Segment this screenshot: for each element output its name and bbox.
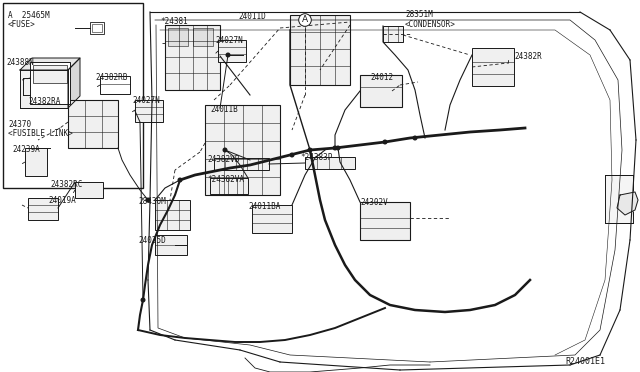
Text: 24027N: 24027N (215, 36, 243, 45)
Bar (360, 202, 410, 240)
Bar (25, 148, 47, 176)
Bar (218, 40, 246, 62)
Bar (472, 48, 514, 86)
Circle shape (336, 146, 340, 150)
Bar (33, 65, 67, 83)
Bar (155, 200, 190, 230)
Bar (605, 175, 633, 223)
Bar (360, 75, 402, 107)
Text: *24383P: *24383P (300, 153, 332, 162)
Circle shape (383, 140, 387, 144)
Text: 24019A: 24019A (48, 196, 76, 205)
Polygon shape (20, 58, 80, 70)
Bar (214, 158, 269, 170)
Bar (168, 28, 188, 46)
Bar (193, 28, 213, 46)
Bar (205, 105, 280, 195)
Text: 24388N: 24388N (6, 58, 34, 67)
Bar (75, 182, 103, 198)
Text: 28351M: 28351M (405, 10, 433, 19)
Bar (305, 157, 355, 169)
Circle shape (290, 153, 294, 157)
Text: 24011B: 24011B (210, 105, 237, 114)
Circle shape (333, 146, 337, 150)
Polygon shape (617, 192, 638, 215)
Circle shape (141, 298, 145, 302)
Text: *24382VA: *24382VA (207, 175, 244, 184)
Bar (28, 198, 58, 220)
Bar (100, 76, 130, 94)
Bar (165, 25, 220, 90)
Text: R24001E1: R24001E1 (565, 357, 605, 366)
Text: 24382R: 24382R (514, 52, 541, 61)
Text: 24027N: 24027N (132, 96, 160, 105)
Circle shape (146, 198, 150, 202)
Circle shape (413, 136, 417, 140)
Text: 24239A: 24239A (12, 145, 40, 154)
Bar (92, 24, 102, 32)
Bar (252, 205, 292, 233)
Text: <CONDENSOR>: <CONDENSOR> (405, 20, 456, 29)
Text: 24382RA: 24382RA (28, 97, 60, 106)
Text: <FUSIBLE LINK>: <FUSIBLE LINK> (8, 129, 73, 138)
Bar (290, 15, 350, 85)
Text: 24012: 24012 (370, 73, 393, 82)
Bar (135, 100, 163, 122)
Circle shape (178, 178, 182, 182)
Bar (383, 26, 403, 42)
Text: 28430M: 28430M (138, 197, 166, 206)
Polygon shape (68, 58, 80, 108)
Text: A: A (302, 16, 308, 25)
Circle shape (226, 53, 230, 57)
Text: A  25465M: A 25465M (8, 11, 50, 20)
Text: 24382RC: 24382RC (50, 180, 83, 189)
Text: 24382RB: 24382RB (95, 73, 127, 82)
Text: 24302V: 24302V (360, 198, 388, 207)
Bar (210, 178, 248, 194)
Bar (90, 22, 104, 34)
Text: *24381: *24381 (160, 17, 188, 26)
Text: 24011BA: 24011BA (248, 202, 280, 211)
Bar (3, 3, 143, 188)
Circle shape (223, 148, 227, 152)
Bar (68, 100, 118, 148)
Text: 24011D: 24011D (238, 12, 266, 21)
Text: 24382VB: 24382VB (207, 155, 239, 164)
Bar (20, 70, 68, 108)
Circle shape (308, 148, 312, 152)
Bar (30, 62, 70, 104)
Polygon shape (20, 70, 68, 108)
Text: 24025D: 24025D (138, 236, 166, 245)
Bar (155, 235, 187, 255)
Text: <FUSE>: <FUSE> (8, 20, 36, 29)
Text: 24370: 24370 (8, 120, 31, 129)
